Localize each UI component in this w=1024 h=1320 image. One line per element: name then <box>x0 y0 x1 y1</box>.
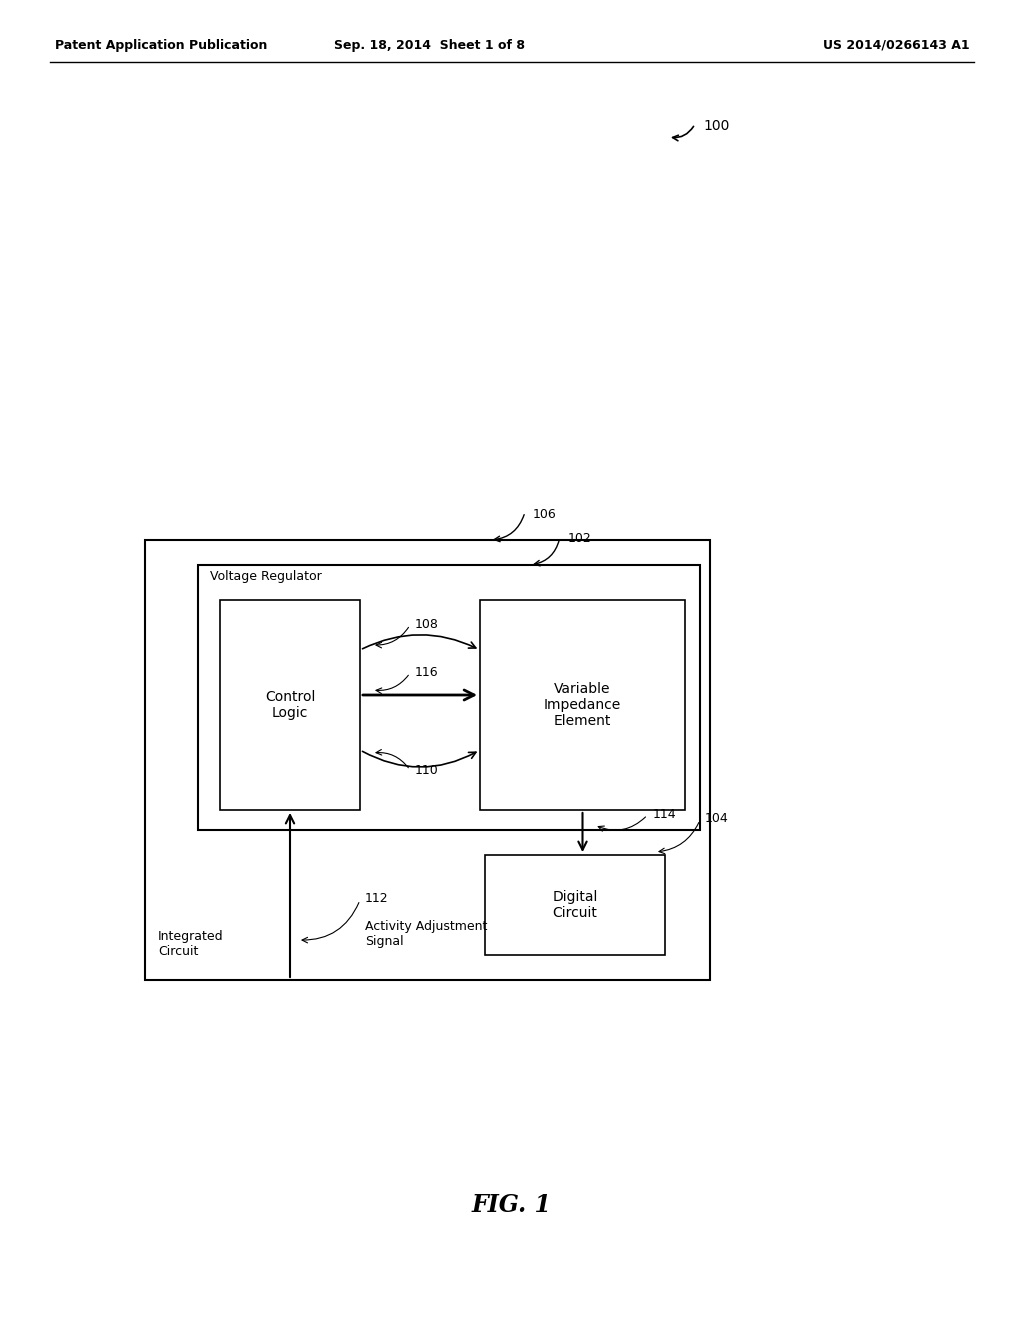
Text: Control
Logic: Control Logic <box>265 690 315 721</box>
Text: Activity Adjustment
Signal: Activity Adjustment Signal <box>365 920 487 948</box>
Bar <box>220 601 360 810</box>
Text: Digital
Circuit: Digital Circuit <box>552 890 598 920</box>
Text: 102: 102 <box>568 532 592 545</box>
Text: 110: 110 <box>415 763 438 776</box>
Text: Patent Application Publication: Patent Application Publication <box>55 38 267 51</box>
Bar <box>480 601 685 810</box>
Text: 100: 100 <box>703 119 729 133</box>
Text: FIG. 1: FIG. 1 <box>472 1193 552 1217</box>
Bar <box>485 855 665 954</box>
Text: Voltage Regulator: Voltage Regulator <box>210 570 322 583</box>
Bar <box>145 540 710 979</box>
Text: Integrated
Circuit: Integrated Circuit <box>158 931 223 958</box>
Bar <box>198 565 700 830</box>
Text: 106: 106 <box>534 507 557 520</box>
Text: US 2014/0266143 A1: US 2014/0266143 A1 <box>823 38 970 51</box>
Text: 116: 116 <box>415 667 438 680</box>
Text: Variable
Impedance
Element: Variable Impedance Element <box>544 682 622 729</box>
Text: 104: 104 <box>705 812 729 825</box>
Text: 108: 108 <box>415 619 439 631</box>
Text: 112: 112 <box>365 891 389 904</box>
Text: Sep. 18, 2014  Sheet 1 of 8: Sep. 18, 2014 Sheet 1 of 8 <box>335 38 525 51</box>
Text: 114: 114 <box>652 808 676 821</box>
